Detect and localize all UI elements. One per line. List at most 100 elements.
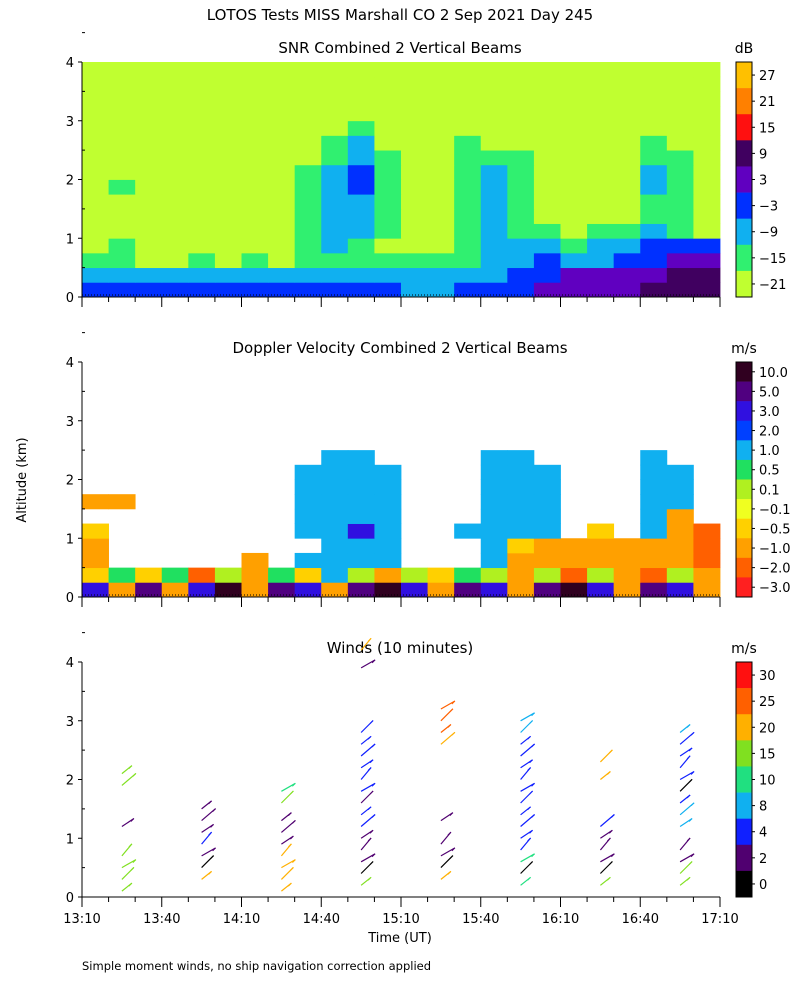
heatmap-cell xyxy=(294,494,322,510)
colorbar-segment xyxy=(736,114,752,141)
heatmap-cell xyxy=(214,106,242,122)
colorbar-tick-label: 0.5 xyxy=(759,464,780,479)
wind-barb-flag xyxy=(688,778,693,783)
heatmap-cell xyxy=(108,120,136,136)
wind-profile xyxy=(440,700,456,880)
heatmap-cell xyxy=(188,120,216,136)
heatmap-cell xyxy=(135,282,163,298)
heatmap-cell xyxy=(82,267,109,283)
heatmap-cell xyxy=(533,238,561,254)
heatmap-cell xyxy=(533,223,561,239)
heatmap-cell xyxy=(161,106,189,122)
heatmap-cell xyxy=(401,62,428,78)
wind-barb-flag xyxy=(527,806,531,811)
colorbar-tick-label: 8 xyxy=(759,800,767,815)
heatmap-cell xyxy=(374,567,402,583)
heatmap-cell xyxy=(241,91,269,107)
heatmap-cell xyxy=(693,164,721,180)
heatmap-cell xyxy=(214,164,242,180)
heatmap-cell xyxy=(666,582,694,598)
heatmap-cell xyxy=(587,62,615,78)
colorbar-segment xyxy=(736,440,752,461)
wind-barb-flag xyxy=(688,861,693,865)
wind-barb-flag xyxy=(527,876,531,881)
heatmap-cell xyxy=(214,135,242,151)
heatmap-cell xyxy=(214,120,242,136)
heatmap-cell xyxy=(427,582,455,598)
heatmap-cell xyxy=(161,238,189,254)
heatmap-cell xyxy=(321,252,349,269)
heatmap-cell xyxy=(294,208,322,224)
heatmap-cell xyxy=(401,282,428,298)
heatmap-cell xyxy=(347,538,375,554)
heatmap-cell xyxy=(693,267,721,283)
heatmap-cell xyxy=(294,523,322,539)
heatmap-cell xyxy=(454,62,482,78)
heatmap-cell xyxy=(347,552,375,569)
heatmap-cell xyxy=(560,120,588,136)
heatmap-cell xyxy=(347,567,375,583)
wind-barb-flag xyxy=(449,708,454,713)
heatmap-cell xyxy=(507,538,535,554)
heatmap-cell xyxy=(560,208,588,224)
wind-barb-flag xyxy=(529,759,533,764)
heatmap-cell xyxy=(188,208,216,224)
wind-barb-flag xyxy=(292,782,296,787)
wind-barb-flag xyxy=(288,882,292,887)
heatmap-cell xyxy=(613,106,641,122)
heatmap-cell xyxy=(347,479,375,495)
heatmap-cell xyxy=(374,479,402,495)
heatmap-cell xyxy=(480,282,508,298)
wind-barb-flag xyxy=(527,735,531,740)
wind-barb-flag xyxy=(451,847,456,852)
heatmap-cell xyxy=(188,135,216,151)
heatmap-cell xyxy=(294,150,322,166)
wind-barb-flag xyxy=(529,790,533,795)
colorbar-segment xyxy=(736,479,752,500)
heatmap-cell xyxy=(587,91,615,107)
y-tick-label: 2 xyxy=(66,474,74,489)
heatmap-cell xyxy=(135,179,163,195)
heatmap-cell xyxy=(188,76,216,92)
colorbar-segment xyxy=(736,88,752,115)
wind-barb-flag xyxy=(208,800,212,805)
heatmap-cell xyxy=(533,150,561,166)
heatmap-cell xyxy=(666,164,694,180)
y-tick-label: 0 xyxy=(66,891,74,906)
heatmap-cell xyxy=(108,62,136,78)
heatmap-cell xyxy=(188,267,216,283)
heatmap-cell xyxy=(294,567,322,583)
wind-barb-flag xyxy=(449,855,454,859)
heatmap-cell xyxy=(507,208,535,224)
wind-barb-flag xyxy=(292,820,296,824)
heatmap-cell xyxy=(507,238,535,254)
heatmap-cell xyxy=(454,523,482,539)
heatmap-cell xyxy=(613,91,641,107)
heatmap-cell xyxy=(241,164,269,180)
wind-barb-flag xyxy=(290,835,294,840)
heatmap-cell xyxy=(268,282,296,298)
heatmap-cell xyxy=(214,223,242,239)
heatmap-cell xyxy=(347,76,375,92)
wind-barb xyxy=(360,659,376,669)
heatmap-cell xyxy=(454,208,482,224)
heatmap-cell xyxy=(188,150,216,166)
wind-barb-flag xyxy=(531,743,535,748)
heatmap-cell xyxy=(560,582,588,598)
heatmap-cell xyxy=(613,76,641,92)
heatmap-cell xyxy=(560,91,588,107)
wind-barb-flag xyxy=(449,812,454,816)
heatmap-cell xyxy=(321,538,349,554)
heatmap-cell xyxy=(347,62,375,78)
heatmap-cell xyxy=(693,120,721,136)
heatmap-cell xyxy=(241,238,269,254)
heatmap-cell xyxy=(347,106,375,122)
heatmap-cell xyxy=(401,150,428,166)
y-tick-label: 3 xyxy=(66,415,74,430)
wind-barb-flag xyxy=(208,831,212,836)
heatmap-cell xyxy=(480,582,508,598)
heatmap-cell xyxy=(188,179,216,195)
heatmap-cell xyxy=(666,194,694,210)
heatmap-cell xyxy=(294,582,322,598)
heatmap-cell xyxy=(347,150,375,166)
